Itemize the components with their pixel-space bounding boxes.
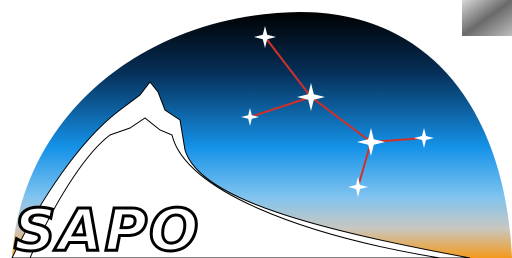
logo: SAPO [0, 0, 512, 258]
thumbnail [462, 0, 512, 36]
page: {"logo": {"text": "SAPO"}} [0, 0, 512, 258]
logo-text: SAPO [14, 196, 200, 258]
